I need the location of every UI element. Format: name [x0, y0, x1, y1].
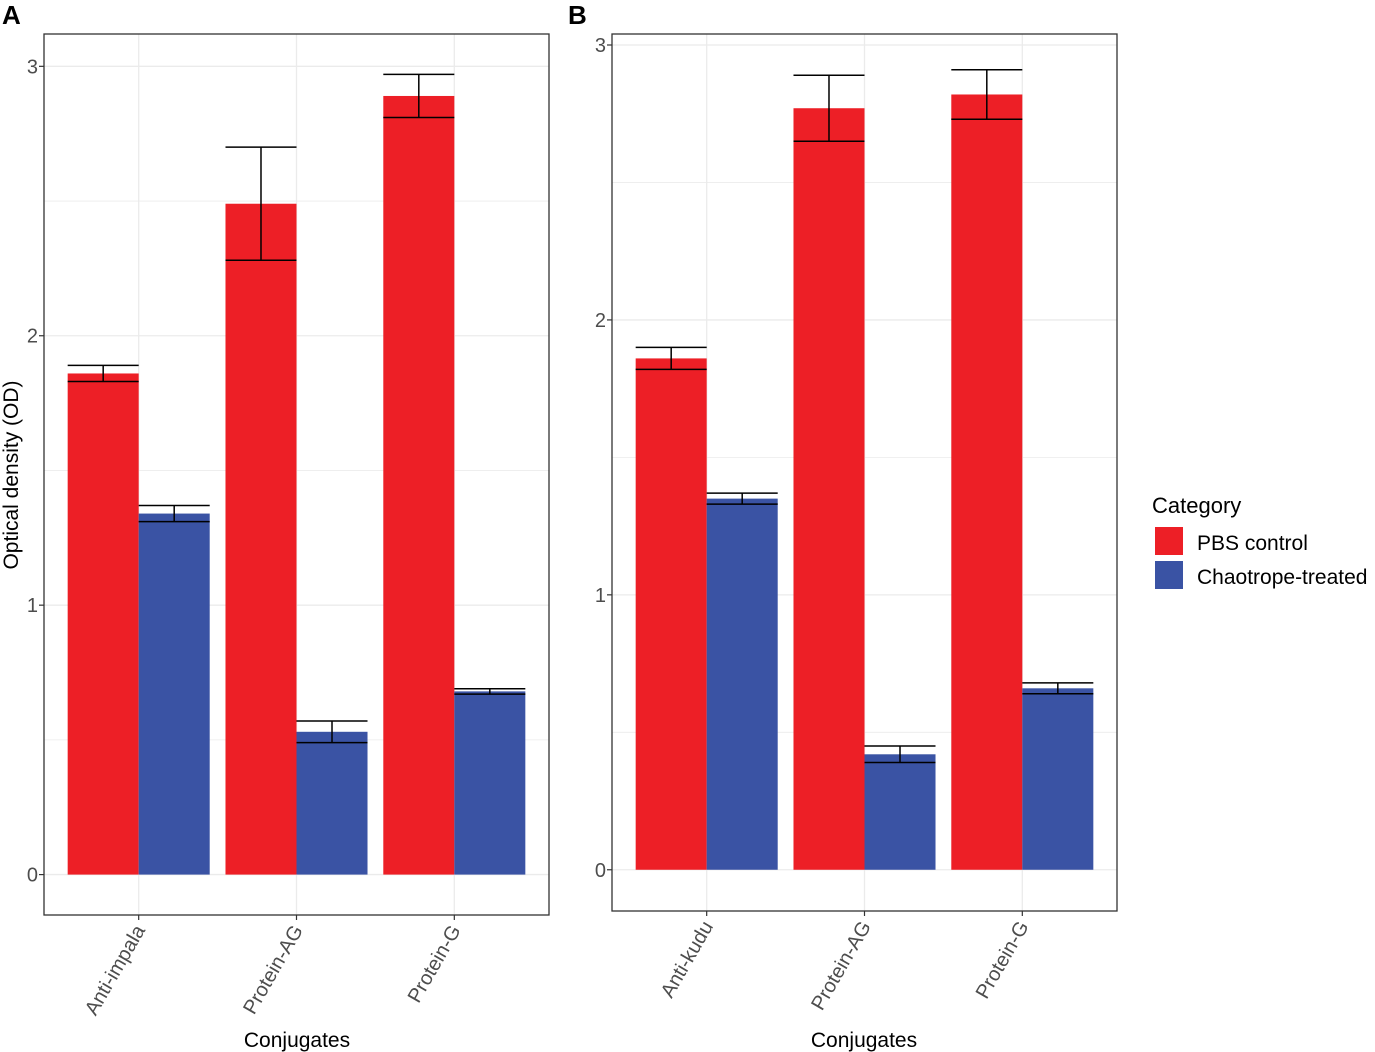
panel-b-bar-pbs-control-protein-ag [793, 108, 865, 870]
panel-b-y-ticks: 0 1 2 3 [595, 35, 612, 882]
panel-a-bar-pbs-control-protein-g [383, 95, 455, 875]
legend-label-chaotrope-treated: Chaotrope-treated [1197, 566, 1367, 589]
panel-b-bar-chaotrope-treated-protein-g [1022, 688, 1094, 870]
panel-b-y-tick-label: 3 [595, 35, 606, 57]
panel-a-y-tick-label: 0 [27, 865, 38, 887]
panel-b-error-bar-chaotrope-treated-protein-ag [864, 745, 936, 764]
panel-a-bar-chaotrope-treated-anti-impala [138, 513, 210, 875]
panel-a-bar-pbs-control-protein-ag [225, 203, 297, 875]
panel-a-x-tick-label-anti-impala: Anti-impala [81, 921, 151, 1019]
panel-b-error-bar-pbs-control-protein-ag [793, 74, 865, 142]
panel-b-error-bar-pbs-control-protein-g [951, 68, 1023, 120]
panel-b-bar-chaotrope-treated-anti-kudu [706, 498, 778, 870]
panel-b-x-ticks: Anti-kudu Protein-AG Protein-G [657, 911, 1034, 1014]
panel-a-error-bar-chaotrope-treated-protein-ag [296, 720, 368, 744]
panel-a-bar-chaotrope-treated-protein-ag [296, 731, 368, 875]
panel-a-y-tick-label: 1 [27, 595, 38, 617]
panel-a: A 0 1 2 3 Anti-impala Protein-AG Protein-G Op… [0, 0, 550, 1052]
panel-a-error-bar-pbs-control-protein-g [383, 73, 455, 119]
legend-label-pbs-control: PBS control [1197, 532, 1308, 555]
panel-a-x-tick-label-protein-g: Protein-G [404, 922, 466, 1007]
panel-a-y-tick-label: 2 [27, 326, 38, 348]
panel-a-error-bar-chaotrope-treated-protein-g [454, 687, 526, 695]
panel-b-bar-pbs-control-anti-kudu [635, 358, 707, 870]
panel-b-error-bar-chaotrope-treated-anti-kudu [706, 492, 778, 505]
panel-b-bar-pbs-control-protein-g [951, 94, 1023, 870]
panel-b-error-bar-pbs-control-anti-kudu [635, 346, 707, 371]
panel-a-error-bar-chaotrope-treated-anti-impala [138, 504, 210, 523]
panel-b-x-tick-label-protein-g: Protein-G [972, 918, 1034, 1003]
legend: Category PBS control Chaotrope-treated [1152, 493, 1367, 589]
panel-b-letter: B [568, 0, 587, 30]
panel-b-x-tick-label-protein-ag: Protein-AG [807, 918, 876, 1015]
panel-a-y-tick-label: 3 [27, 56, 38, 78]
panel-b-y-tick-label: 2 [595, 310, 606, 332]
panel-b-y-tick-label: 1 [595, 585, 606, 607]
panel-b-y-tick-label: 0 [595, 860, 606, 882]
panel-a-bar-chaotrope-treated-protein-g [454, 691, 526, 875]
panel-a-bar-pbs-control-anti-impala [67, 373, 139, 875]
panel-b-x-axis-title: Conjugates [811, 1029, 917, 1052]
panel-a-letter: A [2, 0, 21, 30]
legend-title: Category [1152, 493, 1241, 518]
panel-b-error-bar-chaotrope-treated-protein-g [1022, 682, 1094, 695]
panel-b-bars [635, 68, 1094, 870]
legend-swatch-pbs-control [1155, 527, 1183, 555]
panel-a-error-bar-pbs-control-anti-impala [67, 364, 139, 383]
panel-a-y-axis-title: Optical density (OD) [0, 380, 23, 569]
panel-a-y-ticks: 0 1 2 3 [27, 56, 44, 887]
panel-a-error-bar-pbs-control-protein-ag [225, 146, 297, 262]
panel-b-bar-chaotrope-treated-protein-ag [864, 754, 936, 870]
panel-b: B 0 1 2 3 Anti-kudu Protein-AG Protein-G Conj… [568, 0, 1118, 1052]
panel-a-bars [67, 73, 526, 875]
panel-a-x-axis-title: Conjugates [244, 1029, 350, 1052]
panel-b-x-tick-label-anti-kudu: Anti-kudu [657, 918, 718, 1002]
legend-swatch-chaotrope-treated [1155, 561, 1183, 589]
panel-a-x-tick-label-protein-ag: Protein-AG [239, 922, 308, 1019]
panel-a-x-ticks: Anti-impala Protein-AG Protein-G [81, 915, 466, 1019]
